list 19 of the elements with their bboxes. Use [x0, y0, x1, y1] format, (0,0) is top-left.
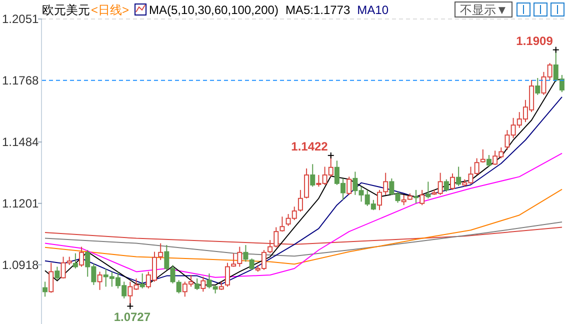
- text: MA5:1.1773: [285, 3, 350, 17]
- line-series: [44, 222, 562, 257]
- line-series: [44, 226, 562, 245]
- y-tick-label: 1.1201: [2, 196, 40, 210]
- ref-line-label: 1.1768: [2, 73, 40, 88]
- chart-title: 欧元美元: [42, 3, 90, 17]
- y-tick-label: 1.0918: [2, 258, 40, 272]
- y-tick-label: 1.1484: [2, 135, 40, 149]
- text: MA10: [357, 3, 389, 17]
- chart-subtitle: <日线>: [91, 3, 130, 17]
- line-series: [44, 152, 562, 278]
- candlestick: [97, 271, 102, 290]
- annotation: 1.0727: [114, 310, 151, 324]
- y-tick-label: 1.2051: [2, 12, 40, 26]
- candlestick: [42, 281, 48, 298]
- text: MA(5,10,30,60,100,200): [149, 3, 278, 17]
- annotation: 1.1909: [516, 34, 554, 48]
- annotation: 1.1422: [291, 139, 328, 154]
- button: 不显示▼: [454, 2, 512, 18]
